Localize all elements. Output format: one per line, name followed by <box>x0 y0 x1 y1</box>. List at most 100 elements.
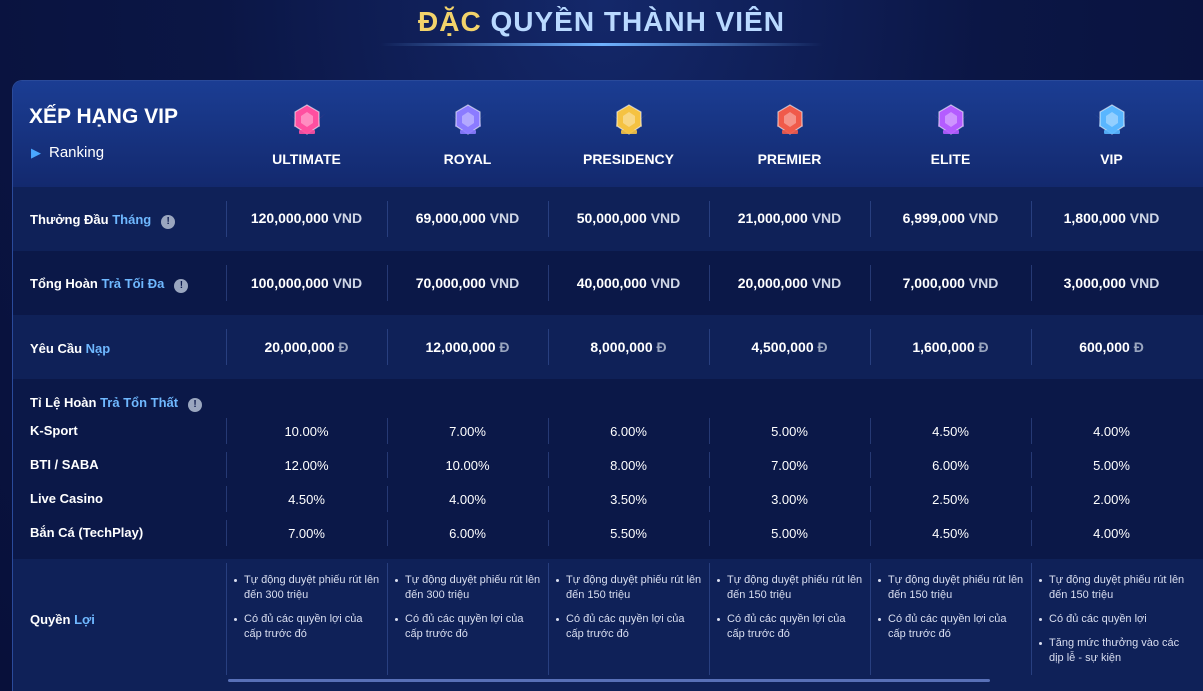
benefit-list: Tự động duyệt phiếu rút lên đến 150 triệ… <box>875 573 1027 651</box>
deposit-requirement-value: 8,000,000 Đ <box>590 339 667 355</box>
tier-name: ULTIMATE <box>272 151 341 167</box>
benefit-item: Tự động duyệt phiếu rút lên đến 300 triệ… <box>231 573 383 603</box>
column-divider <box>709 452 710 478</box>
tier-name: PRESIDENCY <box>582 151 675 167</box>
max-refund-value: 100,000,000 VND <box>250 275 363 291</box>
column-divider <box>1031 486 1032 512</box>
horizontal-scrollbar[interactable] <box>228 679 990 682</box>
column-divider <box>1031 452 1032 478</box>
column-divider <box>548 452 549 478</box>
presidency-badge-icon <box>608 103 650 137</box>
column-divider <box>226 265 227 301</box>
column-divider <box>387 486 388 512</box>
benefit-list: Tự động duyệt phiếu rút lên đến 150 triệ… <box>553 573 705 651</box>
premier-badge-icon <box>769 103 811 137</box>
benefit-item: Có đủ các quyền lợi của cấp trước đó <box>231 612 383 642</box>
loss-refund-rate: 4.50% <box>932 526 969 541</box>
vip-ranking-title: XẾP HẠNG VIP <box>29 105 178 128</box>
loss-refund-rate: 7.00% <box>771 458 808 473</box>
column-divider <box>387 452 388 478</box>
loss-refund-rate: 3.50% <box>610 492 647 507</box>
loss-refund-rate: 7.00% <box>449 424 486 439</box>
tier-ultimate: ULTIMATE <box>226 81 387 187</box>
vip-table: XẾP HẠNG VIP ▶ Ranking ULTIMATE ROYAL PRESI… <box>12 80 1203 691</box>
loss-refund-rate: 6.00% <box>449 526 486 541</box>
column-divider <box>709 520 710 546</box>
benefit-item: Tự động duyệt phiếu rút lên đến 150 triệ… <box>1036 573 1188 603</box>
max-refund-label: Tổng Hoàn Trả Tối Đa! <box>30 276 189 293</box>
column-divider <box>870 452 871 478</box>
column-divider <box>548 201 549 237</box>
monthly-bonus-value: 6,999,000 VND <box>902 210 999 226</box>
loss-refund-category: Bắn Cá (TechPlay) <box>30 525 144 540</box>
loss-refund-rate: 6.00% <box>932 458 969 473</box>
column-divider <box>870 329 871 365</box>
column-divider <box>387 329 388 365</box>
elite-badge-icon <box>930 103 972 137</box>
column-divider <box>387 563 388 675</box>
deposit-requirement-value: 12,000,000 Đ <box>425 339 510 355</box>
loss-refund-rate: 10.00% <box>284 424 329 439</box>
loss-refund-rate: 5.00% <box>771 424 808 439</box>
column-divider <box>387 418 388 444</box>
column-divider <box>1031 329 1032 365</box>
column-divider <box>709 563 710 675</box>
column-divider <box>226 201 227 237</box>
vip-badge-icon <box>1091 103 1133 137</box>
monthly-bonus-value: 120,000,000 VND <box>250 210 363 226</box>
loss-refund-rate: 12.00% <box>284 458 329 473</box>
loss-refund-rate: 3.00% <box>771 492 808 507</box>
column-divider <box>548 486 549 512</box>
tier-name: ELITE <box>930 151 971 167</box>
tier-name: ROYAL <box>443 151 492 167</box>
benefits-label: Quyền Lợi <box>30 612 95 627</box>
max-refund-value: 70,000,000 VND <box>415 275 520 291</box>
column-divider <box>226 418 227 444</box>
max-refund-row: Tổng Hoàn Trả Tối Đa! 100,000,000 VND 70,… <box>13 251 1203 315</box>
deposit-requirement-row: Yêu Cầu Nạp 20,000,000 Đ 12,000,000 Đ 8,00… <box>13 315 1203 379</box>
loss-refund-rate: 2.50% <box>932 492 969 507</box>
column-divider <box>226 452 227 478</box>
benefit-item: Có đủ các quyền lợi của cấp trước đó <box>875 612 1027 642</box>
column-divider <box>548 329 549 365</box>
benefit-item: Tự động duyệt phiếu rút lên đến 150 triệ… <box>875 573 1027 603</box>
benefit-item: Tự động duyệt phiếu rút lên đến 150 triệ… <box>553 573 705 603</box>
max-refund-value: 3,000,000 VND <box>1063 275 1160 291</box>
tier-elite: ELITE <box>870 81 1031 187</box>
ranking-subtitle: ▶ Ranking <box>31 144 105 161</box>
loss-refund-rate: 8.00% <box>610 458 647 473</box>
loss-refund-category: BTI / SABA <box>30 457 99 472</box>
deposit-requirement-label: Yêu Cầu Nạp <box>30 341 111 356</box>
loss-refund-rate: 2.00% <box>1093 492 1130 507</box>
benefit-item: Tự động duyệt phiếu rút lên đến 300 triệ… <box>392 573 544 603</box>
table-header: XẾP HẠNG VIP ▶ Ranking ULTIMATE ROYAL PRESI… <box>13 81 1203 187</box>
info-icon[interactable]: ! <box>188 398 203 412</box>
benefit-item: Có đủ các quyền lợi của cấp trước đó <box>553 612 705 642</box>
tier-name: VIP <box>1100 151 1123 167</box>
info-icon[interactable]: ! <box>161 215 176 229</box>
header-label: XẾP HẠNG VIP ▶ Ranking <box>13 81 226 187</box>
tier-premier: PREMIER <box>709 81 870 187</box>
info-icon[interactable]: ! <box>174 279 189 293</box>
benefit-item: Có đủ các quyền lợi <box>1036 612 1188 627</box>
column-divider <box>548 563 549 675</box>
benefit-list: Tự động duyệt phiếu rút lên đến 150 triệ… <box>1036 573 1188 675</box>
monthly-bonus-label: Thưởng Đầu Tháng! <box>30 212 176 229</box>
column-divider <box>870 201 871 237</box>
max-refund-value: 40,000,000 VND <box>576 275 681 291</box>
page-title-highlight: ĐẶC <box>418 6 482 37</box>
loss-refund-rate: 5.50% <box>610 526 647 541</box>
monthly-bonus-value: 21,000,000 VND <box>737 210 842 226</box>
column-divider <box>709 201 710 237</box>
max-refund-value: 20,000,000 VND <box>737 275 842 291</box>
column-divider <box>870 520 871 546</box>
page-title: ĐẶC QUYỀN THÀNH VIÊN <box>0 6 1203 38</box>
page-title-rest: QUYỀN THÀNH VIÊN <box>490 6 785 37</box>
column-divider <box>1031 563 1032 675</box>
loss-refund-label: Tỉ Lệ Hoàn Trả Tổn Thất! <box>30 395 203 412</box>
monthly-bonus-value: 50,000,000 VND <box>576 210 681 226</box>
column-divider <box>226 563 227 675</box>
deposit-requirement-value: 600,000 Đ <box>1079 339 1144 355</box>
column-divider <box>709 329 710 365</box>
column-divider <box>226 329 227 365</box>
